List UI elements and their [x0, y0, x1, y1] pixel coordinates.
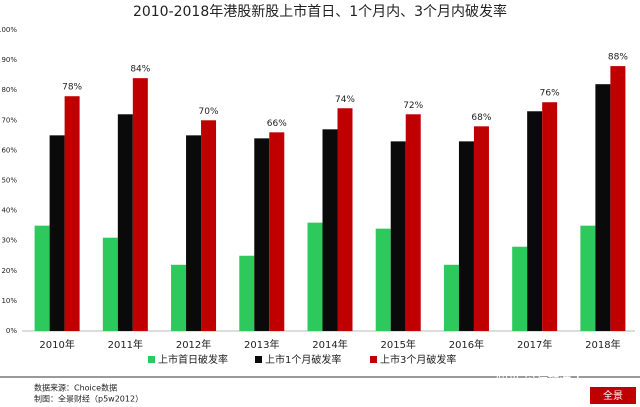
y-tick-label: 0%: [6, 327, 17, 335]
y-tick-label: 30%: [1, 237, 17, 245]
bar: [322, 129, 338, 331]
logo-box: [590, 387, 636, 404]
x-tick-label: 2010年: [39, 338, 74, 351]
bar: [102, 237, 118, 331]
value-label: 66%: [267, 119, 287, 129]
y-tick-label: 100%: [0, 26, 17, 34]
y-tick-label: 40%: [1, 207, 17, 215]
watermark: 知乎 @荷塘渔人: [496, 372, 584, 387]
x-tick-label: 2013年: [244, 338, 279, 351]
x-tick-label: 2014年: [312, 338, 347, 351]
value-label: 78%: [62, 83, 82, 93]
bar: [542, 102, 558, 332]
value-label: 68%: [471, 113, 491, 123]
x-tick-label: 2016年: [449, 338, 484, 351]
value-label: 74%: [335, 95, 355, 105]
bar: [117, 114, 133, 331]
bar: [527, 111, 543, 332]
bar: [443, 264, 459, 331]
bar: [512, 246, 528, 331]
value-label: 88%: [608, 53, 628, 63]
bar: [49, 135, 65, 331]
bar: [473, 126, 489, 331]
bar: [595, 84, 611, 332]
legend-swatch: [370, 356, 377, 363]
x-tick-label: 2012年: [176, 338, 211, 351]
bar: [34, 225, 50, 331]
y-tick-label: 20%: [1, 267, 17, 275]
source: 数据来源：Choice数据: [34, 383, 117, 393]
y-tick-label: 90%: [1, 56, 17, 64]
logo: 全景: [603, 389, 623, 402]
bar: [458, 141, 474, 331]
value-label: 72%: [403, 101, 423, 111]
x-tick-label: 2015年: [380, 338, 415, 351]
y-tick-label: 60%: [1, 146, 17, 154]
bar: [580, 225, 596, 331]
bar: [390, 141, 406, 331]
bar: [201, 120, 217, 331]
bar: [186, 135, 202, 331]
value-label: 84%: [130, 65, 150, 75]
bar: [239, 255, 255, 331]
bar: [171, 264, 187, 331]
bar: [375, 228, 391, 331]
bar: [405, 114, 421, 331]
bar: [64, 96, 80, 331]
legend-swatch: [255, 356, 262, 363]
bar: [307, 222, 323, 331]
x-tick-label: 2017年: [517, 338, 552, 351]
bar: [254, 138, 270, 331]
bar: [610, 66, 626, 332]
legend-label: 上市3个月破发率: [380, 353, 456, 366]
y-tick-label: 50%: [1, 177, 17, 185]
x-tick-label: 2018年: [585, 338, 620, 351]
credit: 制图：全景财经（p5w2012）: [34, 394, 143, 404]
value-label: 76%: [540, 89, 560, 99]
legend-label: 上市首日破发率: [158, 353, 228, 366]
value-label: 70%: [199, 107, 219, 117]
y-tick-label: 80%: [1, 86, 17, 94]
chart-title: 2010-2018年港股新股上市首日、1个月内、3个月内破发率: [133, 3, 507, 20]
legend-label: 上市1个月破发率: [265, 353, 341, 366]
y-tick-label: 10%: [1, 297, 17, 305]
bar: [269, 132, 285, 331]
bar: [132, 78, 148, 331]
x-tick-label: 2011年: [108, 338, 143, 351]
y-tick-label: 70%: [1, 116, 17, 124]
bar: [337, 108, 353, 331]
legend-swatch: [148, 356, 155, 363]
